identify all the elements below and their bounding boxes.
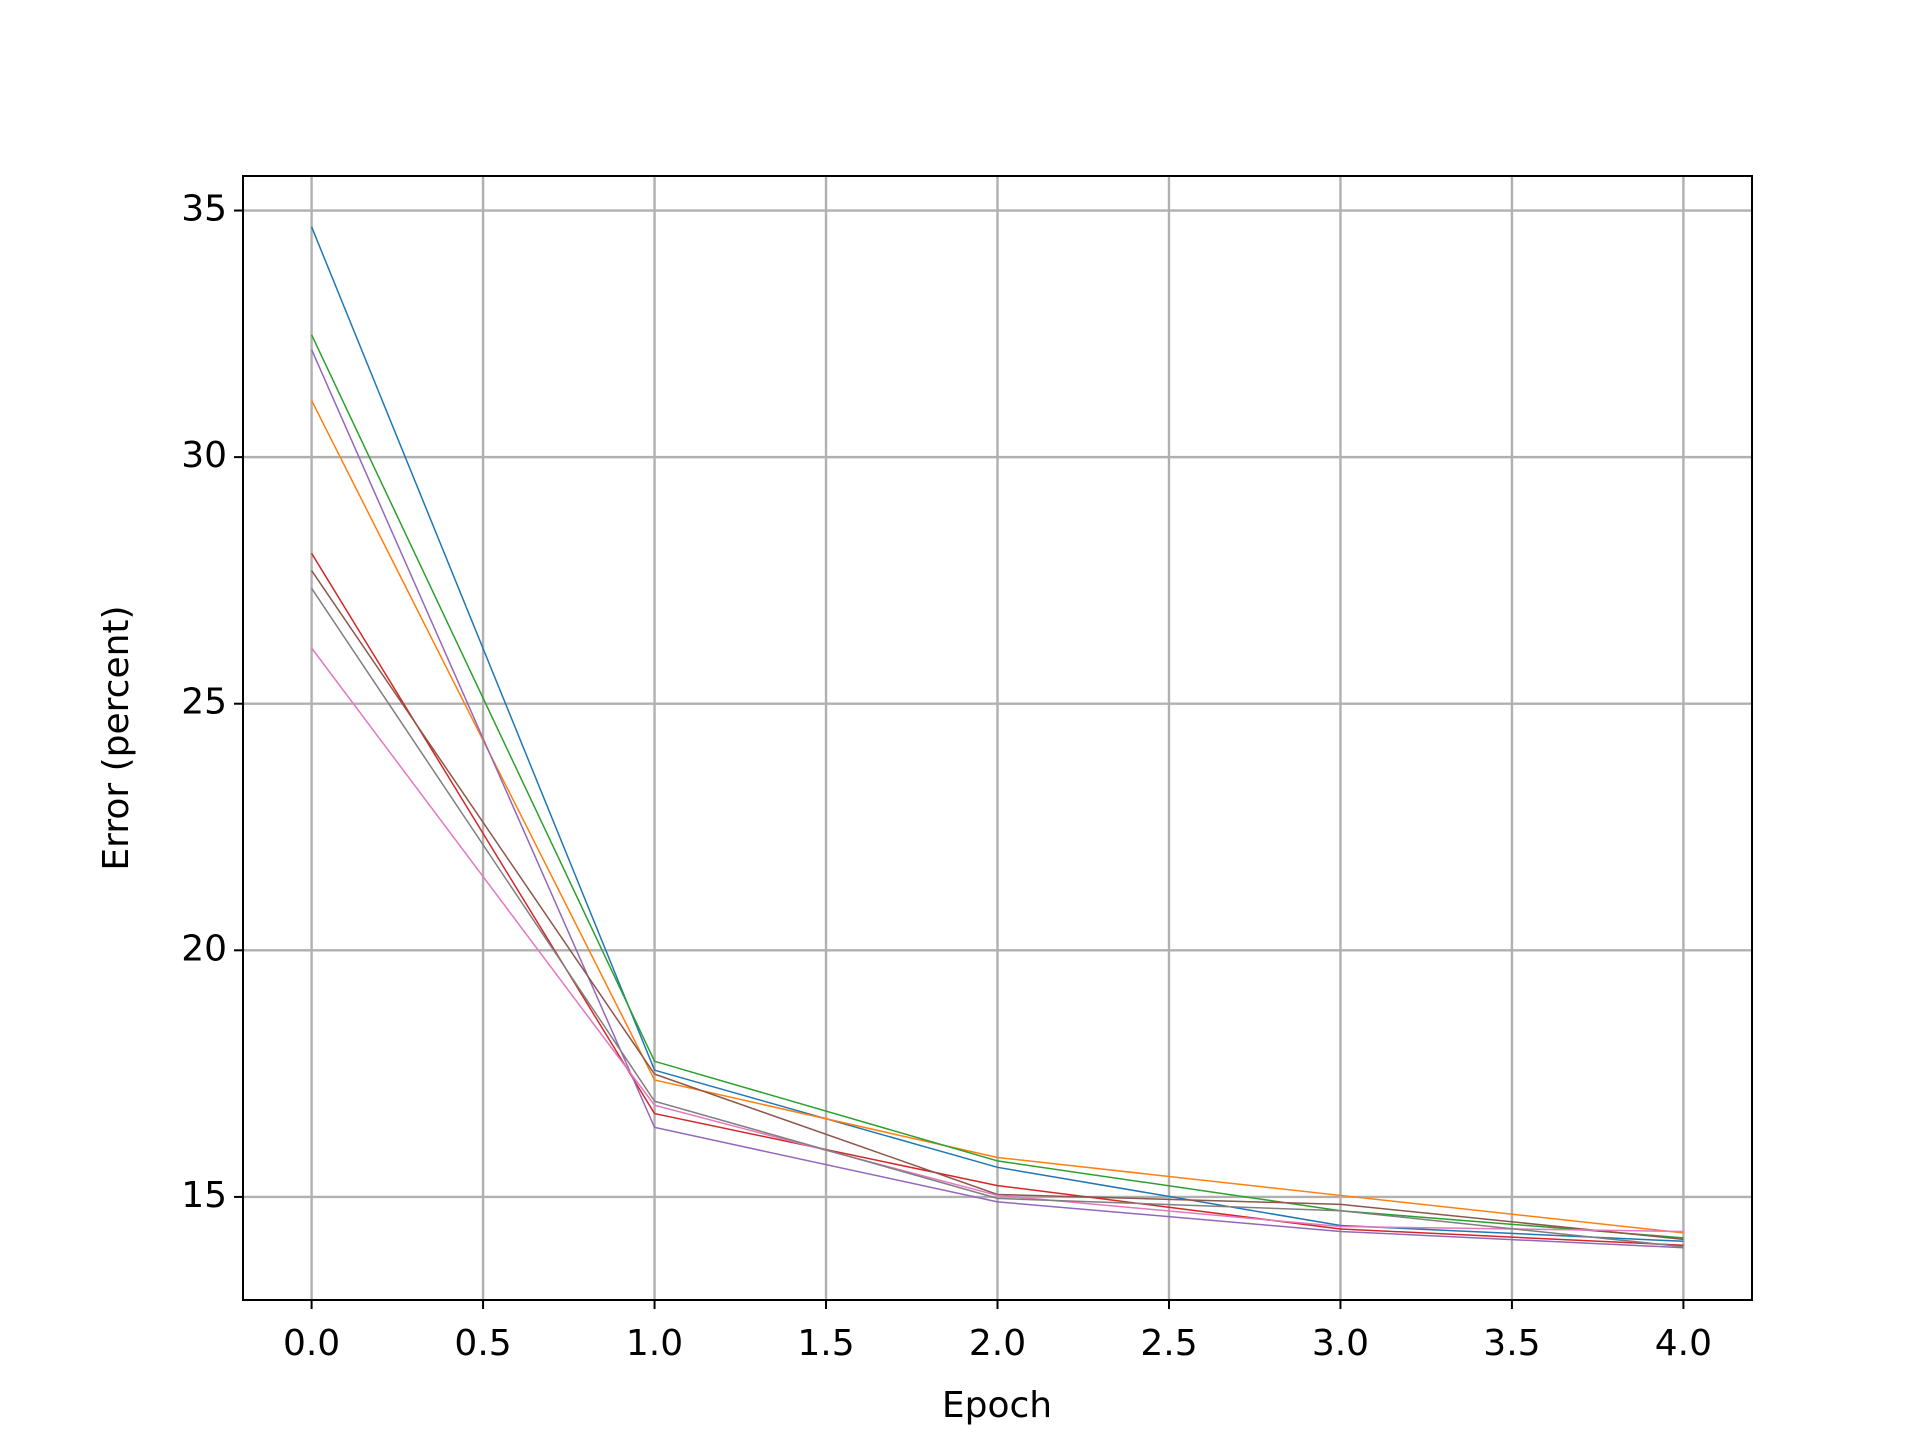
series-line [310,647,1684,1233]
y-tick-label: 35 [181,189,227,230]
y-tick-label: 30 [181,435,227,476]
x-axis-label: Epoch [942,1385,1052,1426]
x-tick-label: 1.0 [626,1323,683,1364]
series-line [310,552,1684,1246]
x-tick-label: 3.5 [1483,1323,1540,1364]
x-tick-label: 3.0 [1312,1323,1369,1364]
y-tick-label: 25 [181,682,227,723]
plot-frame [242,175,1753,1301]
series-line [310,570,1684,1241]
x-tick-label: 0.5 [454,1323,511,1364]
x-tick-label: 1.5 [797,1323,854,1364]
series-line [310,226,1684,1243]
series-line [310,334,1684,1239]
series-line [310,349,1684,1249]
x-tick-label: 4.0 [1655,1323,1712,1364]
x-tick-label: 2.5 [1140,1323,1197,1364]
y-tick-label: 20 [181,928,227,969]
x-tick-label: 2.0 [969,1323,1026,1364]
y-tick-label: 15 [181,1175,227,1216]
series-line [310,400,1684,1234]
x-tick-label: 0.0 [283,1323,340,1364]
y-axis-label: Error (percent) [96,605,137,870]
series-line [310,587,1684,1248]
